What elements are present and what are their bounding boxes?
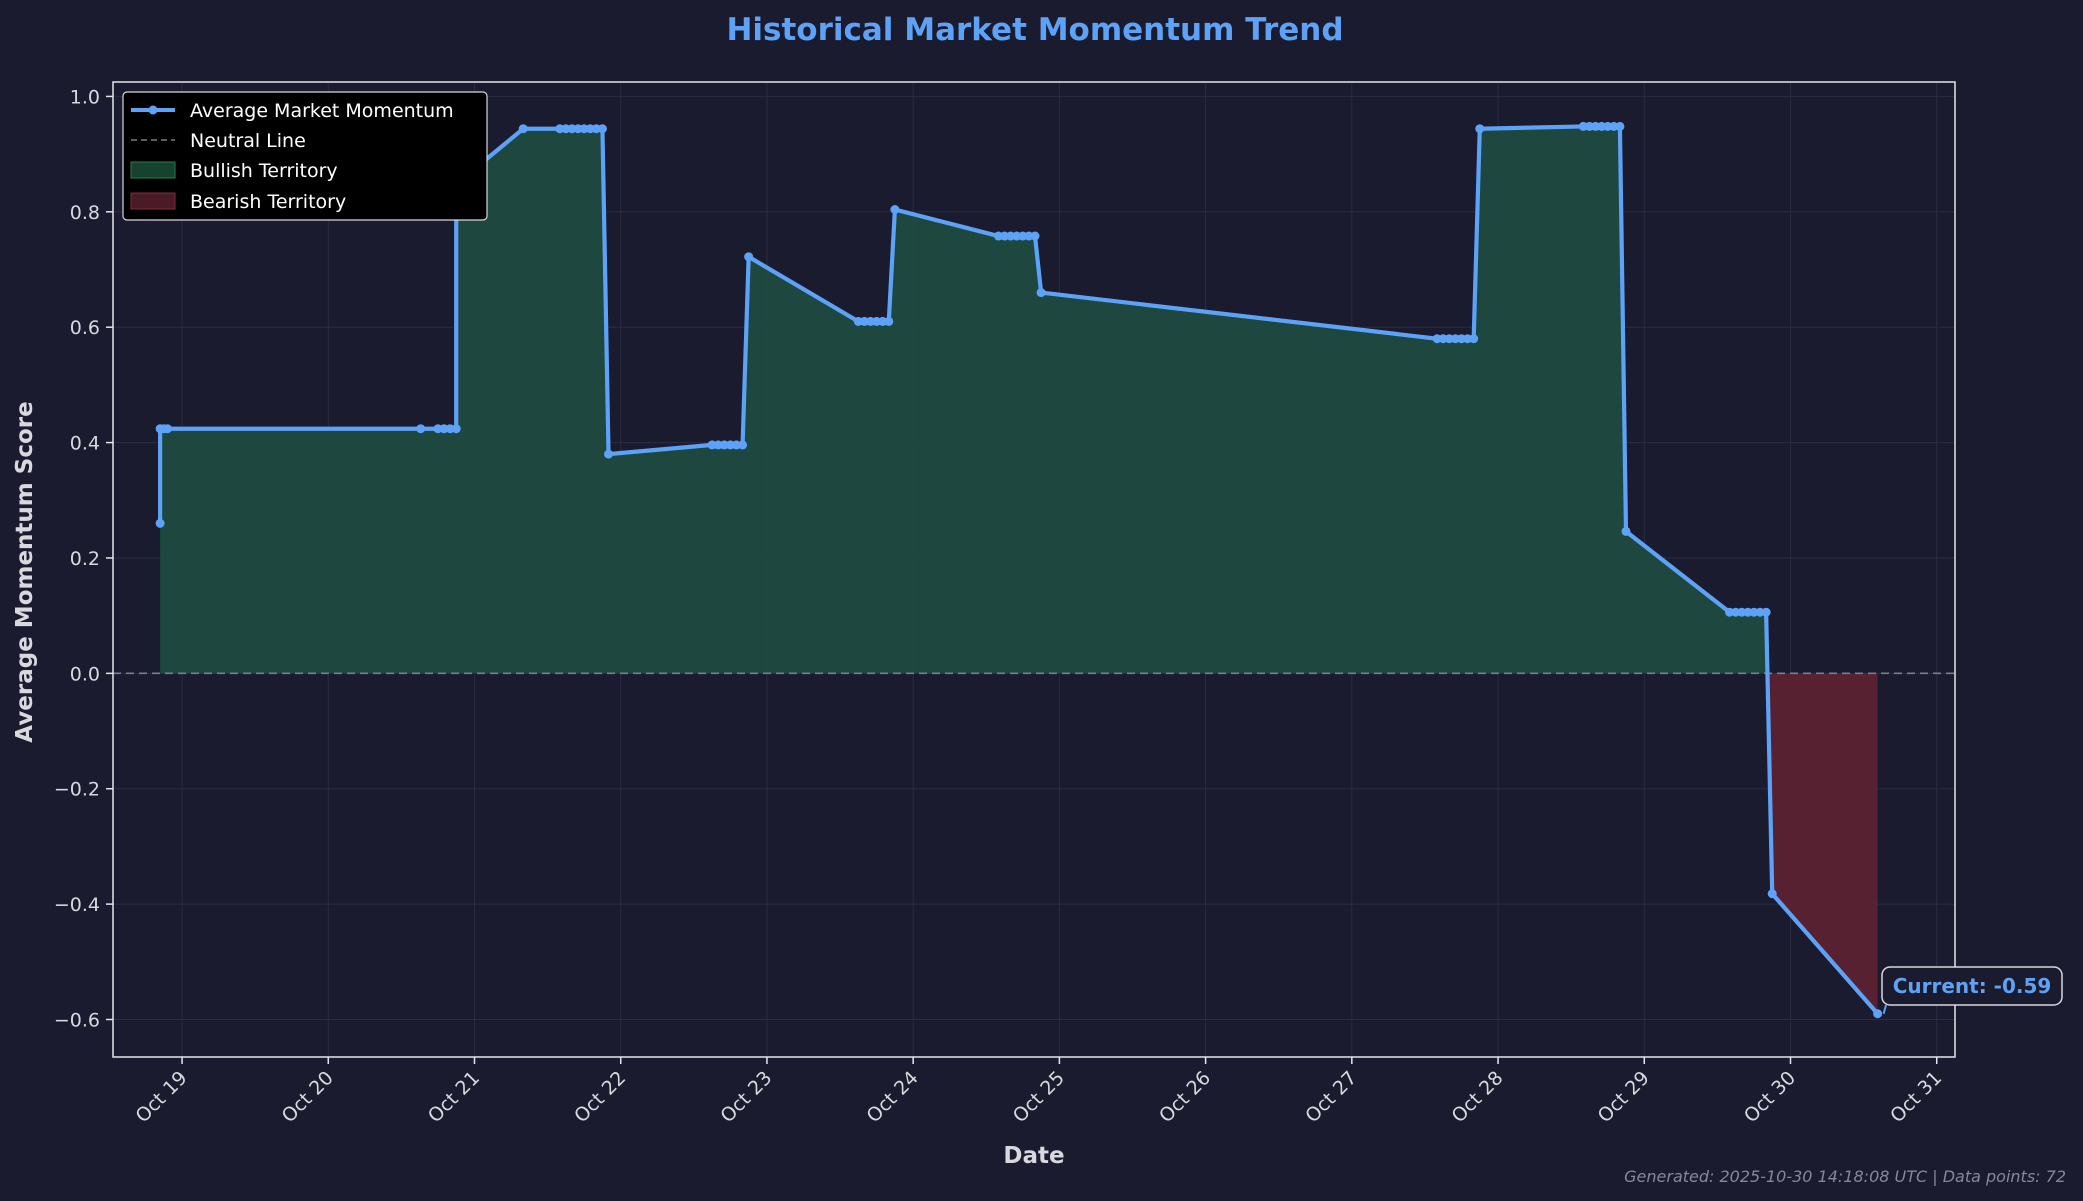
legend-item-neutral: Neutral Line	[131, 130, 306, 152]
y-tick-label: 0.0	[70, 663, 100, 685]
legend-box	[122, 91, 488, 221]
momentum-point	[597, 124, 607, 134]
momentum-point	[1036, 288, 1046, 298]
y-tick-label: 0.4	[70, 433, 100, 455]
series-layer	[155, 121, 1883, 1019]
legend-label-neutral: Neutral Line	[190, 130, 306, 152]
momentum-point	[155, 518, 165, 528]
chart-title: Historical Market Momentum Trend	[726, 12, 1343, 48]
bullish-territory-fill	[160, 126, 1768, 674]
y-tick-label: 0.8	[70, 202, 100, 224]
legend-item-bearish: Bearish Territory	[130, 191, 346, 213]
annotation-arrow	[1882, 1004, 1887, 1014]
bearish-territory-fill	[1767, 673, 1878, 1014]
legend-label-momentum: Average Market Momentum	[190, 100, 454, 122]
plot-frame	[112, 81, 1956, 1058]
momentum-point	[744, 252, 754, 262]
momentum-point	[1030, 231, 1040, 241]
current-value-annotation: Current: -0.59	[1881, 966, 2063, 1014]
legend: Average Market Momentum Neutral Line Bul…	[122, 91, 488, 221]
territory-fills	[160, 126, 1878, 1014]
y-tick-label: −0.6	[54, 1010, 100, 1032]
legend-item-bullish: Bullish Territory	[130, 160, 338, 182]
legend-label-bullish: Bullish Territory	[190, 160, 338, 182]
y-tick-label: 1.0	[70, 86, 100, 108]
y-tick-label: −0.4	[54, 894, 100, 916]
annotation-box	[1881, 966, 2063, 1006]
momentum-point	[1469, 334, 1479, 344]
legend-label-bearish: Bearish Territory	[190, 191, 346, 213]
y-axis-ticks: 1.0 0.8 0.6 0.4 0.2 0.0 −0.2 −0.4 −0.6	[54, 86, 113, 1032]
legend-item-momentum: Average Market Momentum	[131, 100, 454, 122]
momentum-point	[1761, 607, 1771, 617]
annotation-text: Current: -0.59	[1893, 974, 2052, 998]
momentum-point	[1615, 121, 1625, 131]
momentum-point	[884, 316, 894, 326]
momentum-point	[1621, 526, 1631, 536]
footer-note: Generated: 2025-10-30 14:18:08 UTC | Dat…	[1624, 1167, 2066, 1186]
y-axis-label: Average Momentum Score	[12, 401, 38, 742]
momentum-point	[1873, 1009, 1883, 1019]
y-tick-label: 0.6	[70, 317, 100, 339]
momentum-point	[1475, 124, 1485, 134]
x-axis-label: Date	[1003, 1143, 1064, 1169]
y-tick-label: 0.2	[70, 548, 100, 570]
momentum-point	[518, 124, 528, 134]
momentum-point	[162, 424, 172, 434]
momentum-point	[738, 440, 748, 450]
momentum-point	[416, 424, 426, 434]
momentum-point	[890, 205, 900, 214]
momentum-point	[604, 449, 614, 459]
y-tick-label: −0.2	[54, 779, 100, 801]
momentum-point	[451, 424, 461, 434]
momentum-point	[1767, 889, 1777, 899]
